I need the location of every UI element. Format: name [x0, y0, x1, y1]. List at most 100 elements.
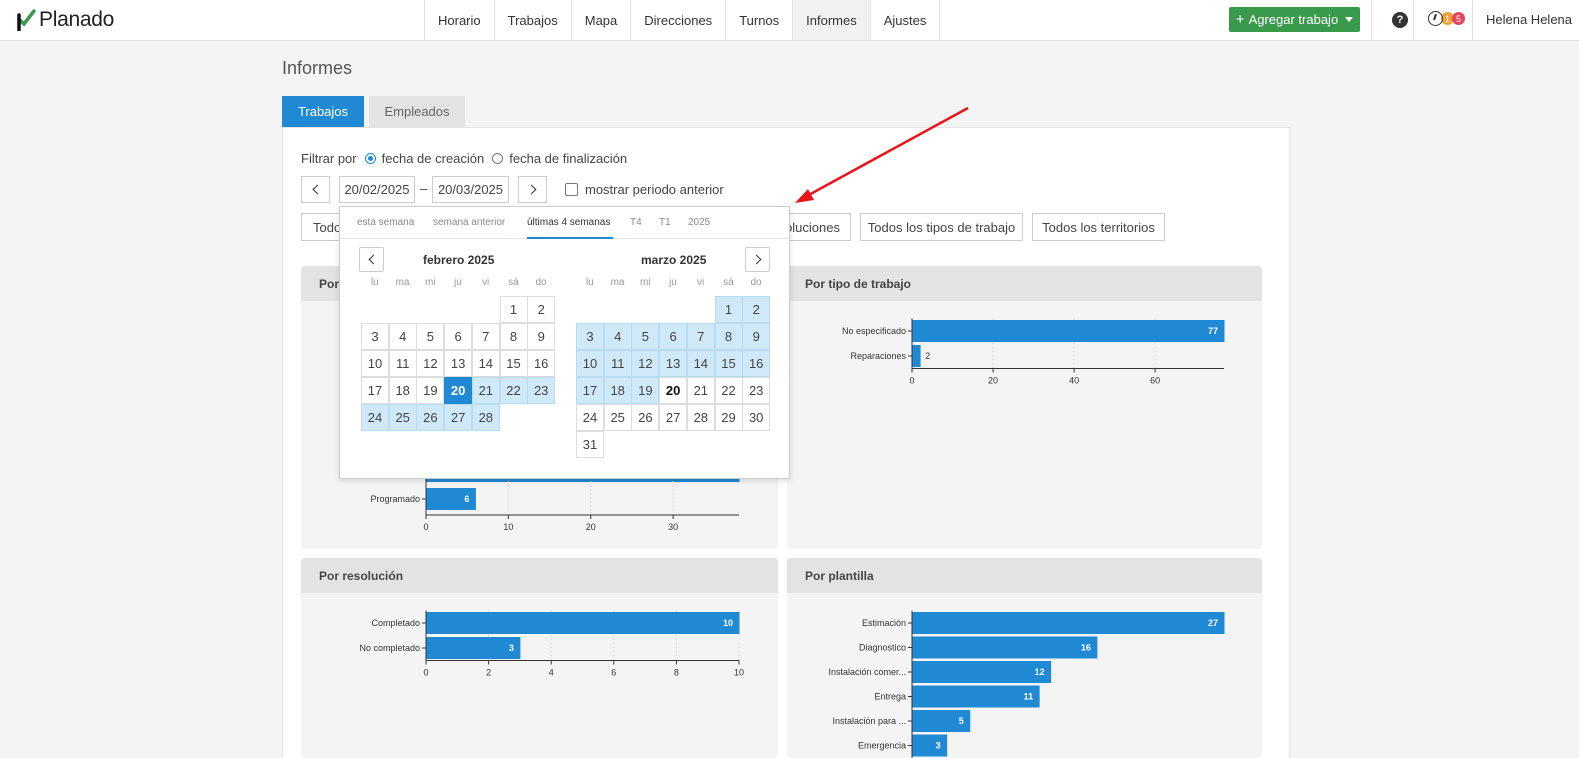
calendar-day[interactable]: 19 — [416, 377, 445, 404]
calendar-day[interactable]: 8 — [714, 323, 743, 350]
calendar-day[interactable]: 12 — [631, 350, 660, 377]
range-q4[interactable]: T4 — [630, 217, 642, 228]
calendar-day[interactable]: 7 — [686, 323, 715, 350]
nav-mapa[interactable]: Mapa — [570, 0, 631, 40]
bar — [912, 345, 921, 367]
calendar-day[interactable]: 15 — [499, 350, 528, 377]
calendar-day[interactable]: 27 — [444, 404, 473, 431]
calendar-day[interactable]: 19 — [631, 377, 660, 404]
range-this-week[interactable]: esta semana — [357, 217, 415, 228]
calendar-day[interactable]: 14 — [471, 350, 500, 377]
calendar-day[interactable]: 12 — [416, 350, 445, 377]
calendar-day[interactable]: 25 — [603, 404, 632, 431]
range-last-week[interactable]: semana anterior — [433, 217, 506, 228]
calendar-day[interactable]: 4 — [603, 323, 632, 350]
date-to-input[interactable]: 20/03/2025 — [432, 176, 509, 203]
notifications[interactable]: 1 5 — [1428, 11, 1465, 26]
calendar-day[interactable]: 28 — [686, 404, 715, 431]
calendar-day[interactable]: 22 — [714, 377, 743, 404]
calendar-day[interactable]: 8 — [499, 323, 528, 350]
calendar-day[interactable]: 20 — [659, 377, 688, 404]
nav-trabajos[interactable]: Trabajos — [493, 0, 571, 40]
filter-dropdown[interactable]: Todo — [301, 213, 345, 241]
next-month-button[interactable] — [745, 247, 770, 272]
calendar-day[interactable]: 18 — [388, 377, 417, 404]
weekday-label: do — [535, 277, 547, 288]
calendar-day[interactable]: 1 — [714, 296, 743, 323]
calendar-day[interactable]: 29 — [714, 404, 743, 431]
calendar-day[interactable]: 5 — [631, 323, 660, 350]
calendar-day[interactable]: 3 — [576, 323, 604, 350]
next-period-button[interactable] — [518, 176, 547, 203]
date-from-input[interactable]: 20/02/2025 — [339, 176, 415, 203]
calendar-day[interactable]: 28 — [471, 404, 500, 431]
show-previous-checkbox[interactable] — [565, 183, 578, 196]
y-tick-label: Instalación comer... — [828, 667, 906, 677]
tab-empleados[interactable]: Empleados — [369, 96, 465, 127]
calendar-day[interactable]: 22 — [499, 377, 528, 404]
planado-logo[interactable]: Planado — [16, 8, 114, 32]
nav-informes[interactable]: Informes — [792, 0, 870, 40]
calendar-day[interactable]: 18 — [603, 377, 632, 404]
show-previous-label[interactable]: mostrar periodo anterior — [585, 182, 724, 197]
calendar-day[interactable]: 9 — [742, 323, 771, 350]
calendar-day[interactable]: 26 — [416, 404, 445, 431]
radio-created-label[interactable]: fecha de creación — [381, 151, 485, 166]
calendar-day[interactable]: 3 — [361, 323, 389, 350]
calendar-day[interactable]: 4 — [388, 323, 417, 350]
calendar-day[interactable]: 16 — [527, 350, 556, 377]
prev-period-button[interactable] — [301, 176, 330, 203]
calendar-day[interactable]: 6 — [444, 323, 473, 350]
calendar-day[interactable]: 13 — [444, 350, 473, 377]
territories-dropdown[interactable]: Todos los territorios — [1032, 213, 1165, 241]
x-tick-label: 20 — [988, 376, 998, 386]
add-job-button[interactable]: + Agregar trabajo — [1229, 7, 1360, 32]
calendar-day[interactable]: 2 — [742, 296, 771, 323]
calendar-day[interactable]: 7 — [471, 323, 500, 350]
calendar-day[interactable]: 14 — [686, 350, 715, 377]
calendar-day[interactable]: 10 — [361, 350, 389, 377]
help-icon[interactable]: ? — [1392, 12, 1408, 28]
nav-turnos[interactable]: Turnos — [725, 0, 792, 40]
calendar-day[interactable]: 5 — [416, 323, 445, 350]
chevron-right-icon — [526, 184, 536, 195]
calendar-day[interactable]: 10 — [576, 350, 604, 377]
user-menu[interactable]: Helena Helena — [1486, 12, 1573, 27]
calendar-day[interactable]: 9 — [527, 323, 556, 350]
calendar-day[interactable]: 24 — [576, 404, 604, 431]
calendar-day[interactable]: 25 — [388, 404, 417, 431]
job-types-dropdown[interactable]: Todos los tipos de trabajo — [860, 213, 1023, 241]
nav-horario[interactable]: Horario — [424, 0, 494, 40]
calendar-day[interactable]: 23 — [742, 377, 771, 404]
calendar-day[interactable]: 2 — [527, 296, 556, 323]
calendar-day[interactable]: 24 — [361, 404, 389, 431]
calendar-day[interactable]: 1 — [499, 296, 528, 323]
calendar-day[interactable]: 13 — [659, 350, 688, 377]
calendar-day[interactable]: 11 — [603, 350, 632, 377]
calendar-day[interactable]: 16 — [742, 350, 771, 377]
calendar-day[interactable]: 17 — [361, 377, 389, 404]
calendar-day[interactable]: 21 — [686, 377, 715, 404]
calendar-day[interactable]: 6 — [659, 323, 688, 350]
calendar-day[interactable]: 31 — [576, 431, 604, 458]
nav-direcciones[interactable]: Direcciones — [630, 0, 725, 40]
range-q1[interactable]: T1 — [659, 217, 671, 228]
prev-month-button[interactable] — [359, 247, 384, 272]
calendar-day[interactable]: 21 — [471, 377, 500, 404]
nav-ajustes[interactable]: Ajustes — [869, 0, 941, 40]
radio-finished-label[interactable]: fecha de finalización — [509, 151, 628, 166]
calendar-day[interactable]: 17 — [576, 377, 604, 404]
tab-trabajos[interactable]: Trabajos — [282, 96, 364, 127]
radio-finished[interactable] — [492, 153, 504, 164]
range-year[interactable]: 2025 — [688, 217, 711, 228]
calendar-day[interactable]: 26 — [631, 404, 660, 431]
calendar-day[interactable]: 30 — [742, 404, 771, 431]
calendar-day[interactable]: 15 — [714, 350, 743, 377]
radio-created[interactable] — [364, 153, 376, 164]
calendar-day[interactable]: 23 — [527, 377, 556, 404]
calendar-day[interactable]: 20 — [444, 377, 473, 404]
calendar-day[interactable]: 11 — [388, 350, 417, 377]
calendar-day[interactable]: 27 — [659, 404, 688, 431]
range-last-4-weeks[interactable]: últimas 4 semanas — [527, 217, 611, 228]
weekday-label: lu — [370, 277, 379, 288]
